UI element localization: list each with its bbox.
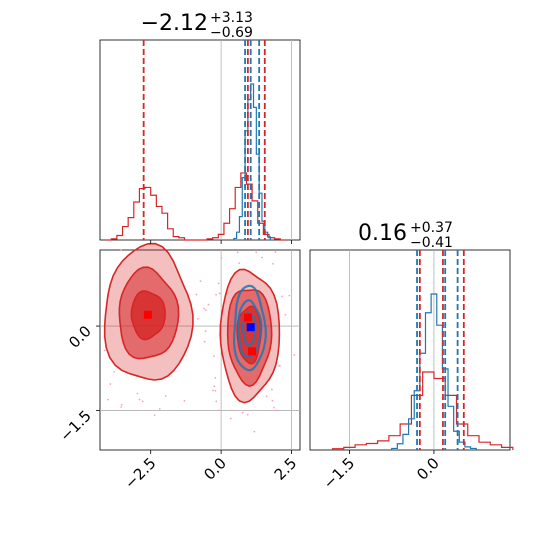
title-param1-sub: −0.69 <box>210 25 253 41</box>
scatter-point <box>272 262 274 265</box>
scatter-point <box>253 430 256 433</box>
scatter-point <box>214 389 217 392</box>
scatter-point <box>293 354 296 356</box>
title-param2-sub: −0.41 <box>410 235 453 251</box>
scatter-point <box>278 365 281 367</box>
mode-marker-blue <box>246 323 255 332</box>
scatter-point <box>153 414 156 417</box>
histogram-param2 <box>331 293 514 450</box>
scatter-point <box>107 398 109 401</box>
title-param2-sup: +0.37 <box>410 220 453 236</box>
scatter-point <box>217 282 220 285</box>
histogram-param1-frame <box>99 39 301 241</box>
scatter-point <box>229 417 232 420</box>
scatter-point <box>281 295 283 298</box>
mode-marker-red <box>143 310 152 319</box>
mode-marker-red <box>243 313 252 322</box>
histogram-param2-red <box>331 371 514 450</box>
joint-contours <box>103 242 281 404</box>
scatter-point <box>213 355 215 358</box>
tick-label-param2-x: 0.0 <box>413 454 443 484</box>
scatter-point <box>138 398 141 401</box>
scatter-point <box>241 411 244 414</box>
scatter-point <box>212 389 214 392</box>
contour-blue-level-0 <box>232 284 267 372</box>
scatter-point <box>158 408 161 410</box>
scatter-point <box>246 413 249 416</box>
scatter-point <box>214 376 217 379</box>
scatter-point <box>284 313 287 316</box>
mode-marker-red <box>248 347 257 356</box>
tick-label-param1: −2.5 <box>121 454 159 492</box>
scatter-point <box>218 292 221 295</box>
histogram-param2-frame <box>309 249 511 451</box>
scatter-point <box>261 256 263 259</box>
scatter-point <box>274 251 277 253</box>
scatter-point <box>120 249 122 252</box>
scatter-point <box>215 400 218 403</box>
histogram-param1-red <box>105 172 286 241</box>
scatter-point <box>236 251 239 254</box>
scatter-point <box>120 403 123 406</box>
scatter-point <box>273 406 275 409</box>
tick-label-param2-x: −1.5 <box>320 454 358 492</box>
scatter-point <box>288 294 291 297</box>
scatter-point <box>203 340 206 343</box>
scatter-point <box>136 392 139 395</box>
mode-markers <box>143 310 257 356</box>
tick-label-param2-y: −1.5 <box>56 407 94 445</box>
scatter-point <box>197 317 199 320</box>
joint-density-frame <box>99 249 301 451</box>
scatter-point <box>199 280 202 283</box>
histogram-param1-blue <box>233 83 274 241</box>
scatter-point <box>203 307 206 310</box>
scatter-point <box>204 309 207 312</box>
histogram-param1 <box>105 83 286 241</box>
scatter-point <box>204 330 207 333</box>
scatter-point <box>120 406 123 408</box>
scatter-point <box>113 370 116 373</box>
tick-label-param1: 0.0 <box>200 454 230 484</box>
scatter-point <box>275 409 278 412</box>
scatter-point <box>270 388 273 391</box>
scatter-point <box>217 409 220 412</box>
scatter-point <box>220 256 223 259</box>
scatter-point <box>265 395 268 398</box>
scatter-point <box>207 303 210 306</box>
scatter-point <box>164 395 167 397</box>
scatter-point <box>195 293 198 296</box>
scatter-point <box>255 251 258 254</box>
scatter-point <box>271 399 274 402</box>
scatter-point <box>213 385 216 388</box>
contour-blue-level-2 <box>241 312 257 347</box>
title-param1-sup: +3.13 <box>210 10 253 26</box>
scatter-point <box>183 399 186 402</box>
scatter-point <box>238 262 241 265</box>
title-param1-center: −2.12 <box>141 11 208 36</box>
quantile-lines <box>142 40 465 450</box>
tick-label-param1: 2.5 <box>271 454 301 484</box>
tick-label-param2-y: 0.0 <box>65 322 95 352</box>
grid-lines <box>100 40 435 450</box>
scatter-point <box>109 383 112 385</box>
scatter-point <box>103 349 106 352</box>
scatter-points <box>103 249 296 433</box>
scatter-point <box>215 293 218 296</box>
title-param2-center: 0.16 <box>358 221 407 246</box>
scatter-point <box>141 400 144 403</box>
